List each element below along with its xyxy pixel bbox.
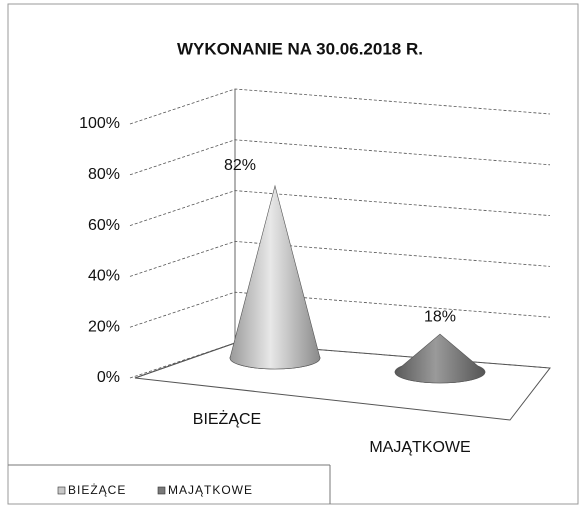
value-label: 82% <box>224 157 256 174</box>
frame <box>7 3 579 505</box>
wall <box>134 89 236 379</box>
y-tick-label: 20% <box>88 318 120 335</box>
y-tick-label: 80% <box>88 166 120 183</box>
legend-label: BIEŻĄCE <box>68 483 126 497</box>
y-tick-label: 0% <box>97 369 120 386</box>
grid-line <box>129 291 551 328</box>
grid-line <box>129 88 551 125</box>
legend-label: MAJĄTKOWE <box>168 483 253 497</box>
y-tick-label: 60% <box>88 217 120 234</box>
x-tick-label: MAJĄTKOWE <box>369 439 470 456</box>
chart-title: WYKONANIE NA 30.06.2018 R. <box>177 39 423 58</box>
cone <box>394 333 486 384</box>
value-label: 18% <box>424 308 456 325</box>
grid-line <box>129 240 551 277</box>
cone <box>229 184 321 370</box>
floor <box>134 342 551 421</box>
grid-line <box>129 342 551 379</box>
legend-swatch <box>57 486 66 495</box>
y-tick-label: 40% <box>88 268 120 285</box>
grid-line <box>129 190 551 226</box>
legend-swatch <box>157 486 166 495</box>
x-tick-label: BIEŻĄCE <box>193 409 261 428</box>
y-tick-label: 100% <box>79 115 120 132</box>
grid-line <box>129 139 551 176</box>
